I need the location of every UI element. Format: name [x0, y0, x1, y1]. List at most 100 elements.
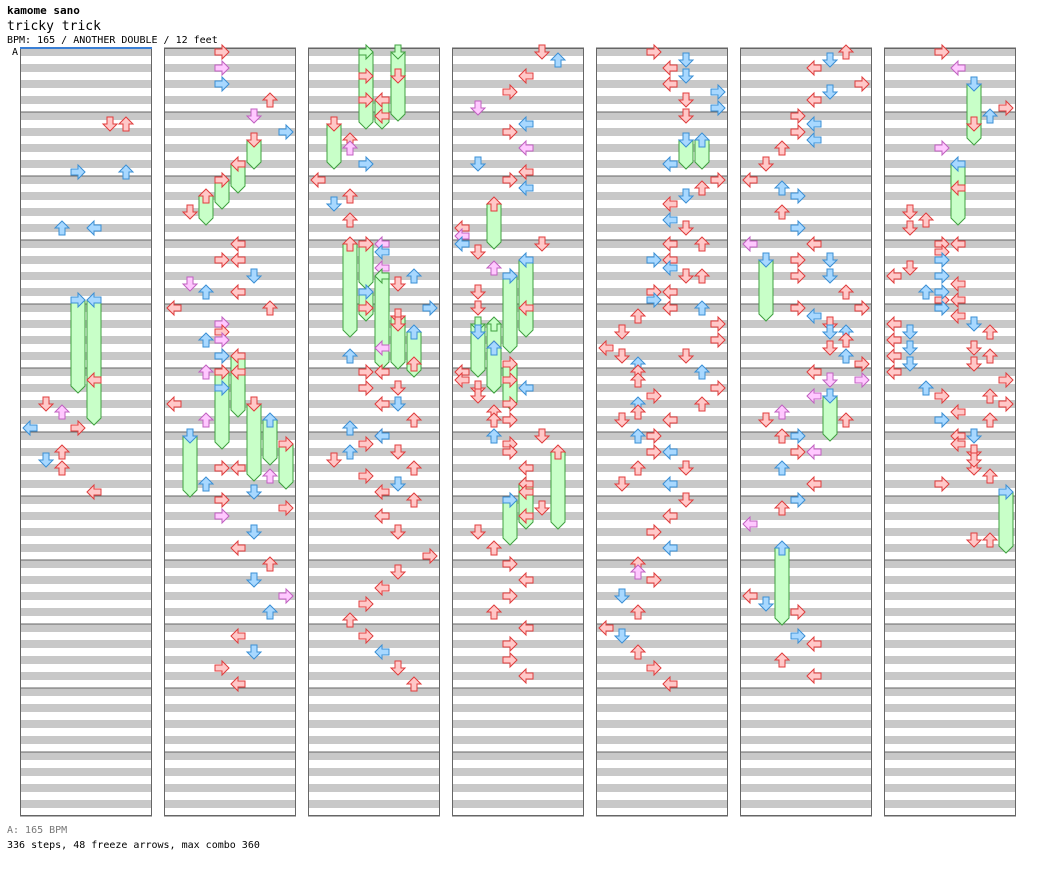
beat-stripe [596, 664, 728, 672]
step-arrow-right [278, 499, 294, 517]
step-arrow-up [117, 164, 135, 180]
beat-stripe [452, 728, 584, 736]
beat-stripe [308, 536, 440, 544]
step-arrow-down [965, 356, 983, 372]
beat-stripe [308, 576, 440, 584]
beat-stripe [740, 704, 872, 712]
beat-stripe [884, 584, 1016, 592]
beat-stripe [596, 272, 728, 280]
step-arrow-left [518, 179, 534, 197]
beat-stripe [596, 632, 728, 640]
step-arrow-left [950, 155, 966, 173]
step-arrow-down [613, 588, 631, 604]
beat-stripe [596, 240, 728, 248]
step-arrow-left [662, 299, 678, 317]
beat-stripe [164, 624, 296, 632]
beat-stripe [884, 328, 1016, 336]
step-arrow-left [662, 195, 678, 213]
beat-stripe [740, 744, 872, 752]
step-arrow-left [806, 443, 822, 461]
beat-stripe [884, 104, 1016, 112]
beat-stripe [740, 152, 872, 160]
step-arrow-left [598, 619, 614, 637]
beat-stripe [596, 712, 728, 720]
step-arrow-down [245, 644, 263, 660]
beat-stripe [596, 568, 728, 576]
beat-stripe [308, 216, 440, 224]
beat-stripe [20, 656, 152, 664]
step-arrow-down [901, 324, 919, 340]
step-arrow-up [341, 348, 359, 364]
beat-stripe [20, 544, 152, 552]
beat-stripe [308, 552, 440, 560]
column-border [308, 48, 440, 816]
beat-stripe [20, 432, 152, 440]
beat-stripe [20, 240, 152, 248]
beat-stripe [596, 552, 728, 560]
beat-stripe [308, 560, 440, 568]
step-arrow-up [341, 444, 359, 460]
step-arrow-up [693, 396, 711, 412]
beat-stripe [20, 48, 152, 56]
step-arrow-left [806, 387, 822, 405]
step-arrow-down [389, 524, 407, 540]
beat-stripe [452, 344, 584, 352]
step-arrow-left [230, 251, 246, 269]
step-arrow-down [533, 500, 551, 516]
beat-stripe [308, 472, 440, 480]
step-arrow-right [502, 395, 518, 413]
beat-stripe [596, 192, 728, 200]
step-arrow-up [693, 180, 711, 196]
beat-stripe [20, 688, 152, 696]
beat-stripe [20, 576, 152, 584]
beat-stripe [596, 496, 728, 504]
step-arrow-left [662, 283, 678, 301]
beat-stripe [596, 456, 728, 464]
beat-stripe [20, 360, 152, 368]
beat-stripe [740, 440, 872, 448]
beat-stripe [884, 536, 1016, 544]
beat-stripe [308, 648, 440, 656]
beat-stripe [596, 208, 728, 216]
beat-stripe [740, 664, 872, 672]
beat-stripe [308, 752, 440, 760]
beat-stripe [884, 616, 1016, 624]
beat-stripe [164, 512, 296, 520]
step-arrow-down [677, 220, 695, 236]
beat-stripe [164, 200, 296, 208]
step-arrow-left [886, 347, 902, 365]
step-arrow-up [341, 612, 359, 628]
beat-stripe [20, 424, 152, 432]
beat-stripe [452, 760, 584, 768]
step-arrow-right [854, 371, 870, 389]
step-arrow-left [230, 155, 246, 173]
beat-stripe [20, 640, 152, 648]
beat-stripe [164, 784, 296, 792]
step-arrow-left [518, 163, 534, 181]
beat-stripe [740, 448, 872, 456]
beat-stripe [884, 424, 1016, 432]
beat-stripe [596, 48, 728, 56]
beat-stripe [740, 680, 872, 688]
step-arrow-down [389, 444, 407, 460]
freeze-arrow [70, 299, 86, 394]
step-arrow-left [598, 339, 614, 357]
step-arrow-down [677, 92, 695, 108]
step-arrow-right [646, 43, 662, 61]
beat-stripe [596, 696, 728, 704]
beat-stripe [308, 736, 440, 744]
beat-stripe [20, 448, 152, 456]
step-arrow-down [901, 204, 919, 220]
beat-stripe [740, 736, 872, 744]
beat-stripe [308, 632, 440, 640]
step-arrow-right [998, 483, 1014, 501]
step-arrow-left [230, 283, 246, 301]
beat-stripe [740, 120, 872, 128]
step-arrow-right [502, 171, 518, 189]
step-arrow-up [693, 236, 711, 252]
step-arrow-left [22, 419, 38, 437]
beat-stripe [740, 776, 872, 784]
step-arrow-down [677, 52, 695, 68]
beat-stripe [20, 608, 152, 616]
beat-stripe [20, 456, 152, 464]
